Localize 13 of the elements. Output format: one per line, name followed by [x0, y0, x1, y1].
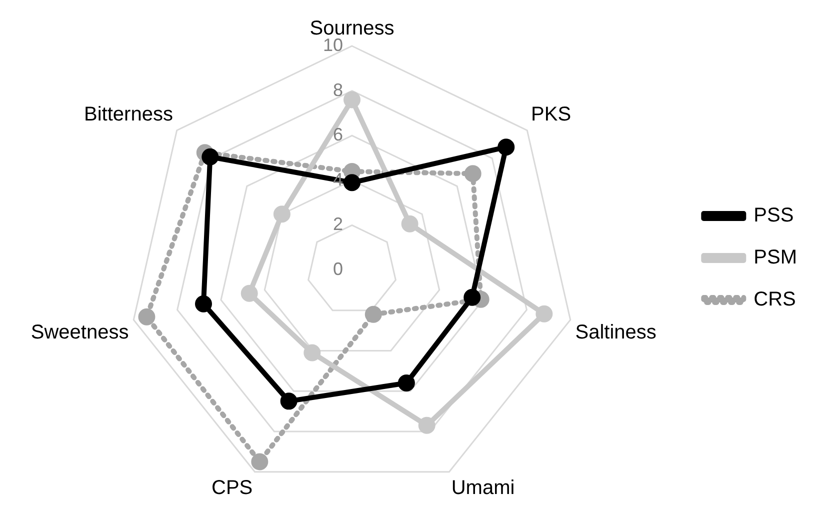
legend-label: CRS: [754, 288, 796, 311]
spoke-label: PKS: [531, 104, 572, 126]
spoke-label: Saltiness: [575, 321, 656, 344]
legend-label: PSM: [754, 246, 798, 269]
y-tick-label: 6: [332, 124, 343, 145]
y-tick-label: 8: [332, 80, 343, 100]
y-tick-label: 0: [332, 258, 343, 279]
spoke-label: Sweetness: [30, 321, 129, 344]
y-tick-label: 2: [332, 214, 343, 234]
spoke-label: Bitterness: [84, 104, 173, 126]
legend-label: PSS: [754, 204, 794, 227]
spoke-label: Umami: [451, 476, 515, 499]
spoke-label: CPS: [212, 476, 253, 499]
